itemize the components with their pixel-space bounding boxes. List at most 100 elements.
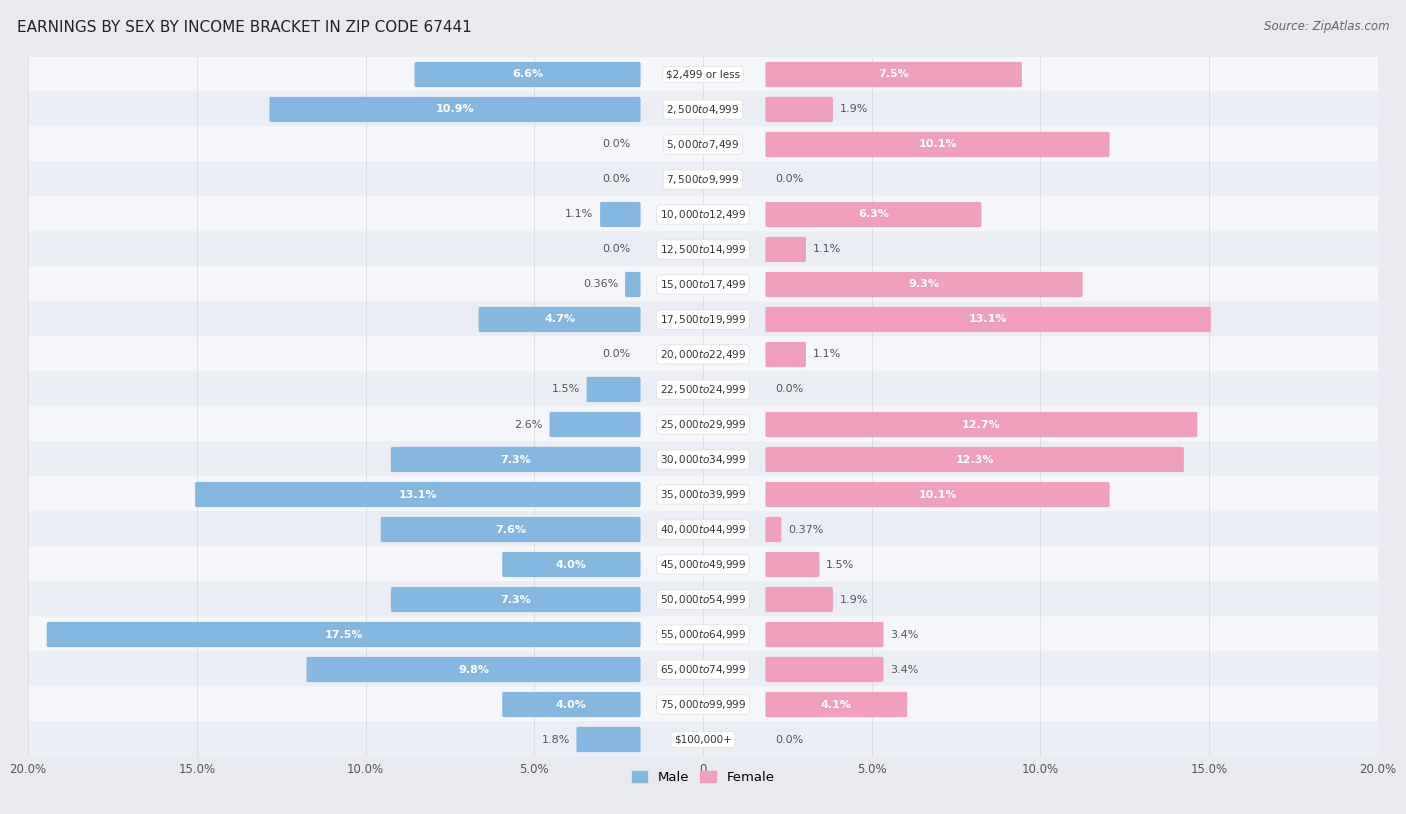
Text: 7.3%: 7.3% [501, 454, 531, 465]
Text: $2,500 to $4,999: $2,500 to $4,999 [666, 103, 740, 116]
Text: 7.6%: 7.6% [495, 524, 526, 535]
FancyBboxPatch shape [765, 552, 820, 577]
FancyBboxPatch shape [270, 97, 641, 122]
Text: $7,500 to $9,999: $7,500 to $9,999 [666, 173, 740, 186]
Text: 4.1%: 4.1% [821, 699, 852, 710]
Text: 7.5%: 7.5% [879, 69, 910, 80]
FancyBboxPatch shape [765, 272, 1083, 297]
FancyBboxPatch shape [765, 307, 1211, 332]
Text: $30,000 to $34,999: $30,000 to $34,999 [659, 453, 747, 466]
Text: 9.8%: 9.8% [458, 664, 489, 675]
Text: $65,000 to $74,999: $65,000 to $74,999 [659, 663, 747, 676]
Text: 12.3%: 12.3% [956, 454, 994, 465]
Text: 13.1%: 13.1% [969, 314, 1007, 325]
FancyBboxPatch shape [28, 301, 1378, 338]
Text: $45,000 to $49,999: $45,000 to $49,999 [659, 558, 747, 571]
FancyBboxPatch shape [391, 587, 641, 612]
Text: $20,000 to $22,499: $20,000 to $22,499 [659, 348, 747, 361]
Text: 0.0%: 0.0% [602, 174, 630, 185]
Text: EARNINGS BY SEX BY INCOME BRACKET IN ZIP CODE 67441: EARNINGS BY SEX BY INCOME BRACKET IN ZIP… [17, 20, 471, 35]
FancyBboxPatch shape [28, 196, 1378, 233]
FancyBboxPatch shape [28, 126, 1378, 163]
FancyBboxPatch shape [765, 342, 806, 367]
Text: $35,000 to $39,999: $35,000 to $39,999 [659, 488, 747, 501]
Text: 1.5%: 1.5% [827, 559, 855, 570]
FancyBboxPatch shape [502, 552, 641, 577]
FancyBboxPatch shape [765, 622, 883, 647]
Text: 0.0%: 0.0% [776, 734, 804, 745]
FancyBboxPatch shape [478, 307, 641, 332]
FancyBboxPatch shape [28, 371, 1378, 408]
Text: $12,500 to $14,999: $12,500 to $14,999 [659, 243, 747, 256]
Text: 0.0%: 0.0% [776, 384, 804, 395]
FancyBboxPatch shape [28, 511, 1378, 548]
Legend: Male, Female: Male, Female [626, 765, 780, 789]
FancyBboxPatch shape [765, 62, 1022, 87]
Text: 10.1%: 10.1% [918, 139, 956, 150]
Text: Source: ZipAtlas.com: Source: ZipAtlas.com [1264, 20, 1389, 33]
FancyBboxPatch shape [502, 692, 641, 717]
Text: 3.4%: 3.4% [890, 664, 918, 675]
Text: 12.7%: 12.7% [962, 419, 1001, 430]
Text: 13.1%: 13.1% [399, 489, 437, 500]
Text: 4.0%: 4.0% [555, 559, 586, 570]
Text: $50,000 to $54,999: $50,000 to $54,999 [659, 593, 747, 606]
FancyBboxPatch shape [28, 616, 1378, 653]
FancyBboxPatch shape [28, 581, 1378, 618]
FancyBboxPatch shape [626, 272, 641, 297]
Text: 10.9%: 10.9% [436, 104, 474, 115]
FancyBboxPatch shape [195, 482, 641, 507]
FancyBboxPatch shape [586, 377, 641, 402]
Text: $2,499 or less: $2,499 or less [666, 69, 740, 80]
FancyBboxPatch shape [28, 56, 1378, 93]
FancyBboxPatch shape [765, 447, 1184, 472]
Text: $5,000 to $7,499: $5,000 to $7,499 [666, 138, 740, 151]
FancyBboxPatch shape [28, 546, 1378, 583]
FancyBboxPatch shape [550, 412, 641, 437]
FancyBboxPatch shape [765, 482, 1109, 507]
Text: 1.1%: 1.1% [813, 244, 841, 255]
Text: 2.6%: 2.6% [515, 419, 543, 430]
Text: 9.3%: 9.3% [908, 279, 939, 290]
FancyBboxPatch shape [28, 336, 1378, 373]
FancyBboxPatch shape [28, 231, 1378, 268]
Text: 1.1%: 1.1% [813, 349, 841, 360]
FancyBboxPatch shape [415, 62, 641, 87]
Text: 0.0%: 0.0% [602, 139, 630, 150]
Text: $17,500 to $19,999: $17,500 to $19,999 [659, 313, 747, 326]
FancyBboxPatch shape [600, 202, 641, 227]
FancyBboxPatch shape [576, 727, 641, 752]
Text: $55,000 to $64,999: $55,000 to $64,999 [659, 628, 747, 641]
FancyBboxPatch shape [28, 161, 1378, 198]
FancyBboxPatch shape [28, 651, 1378, 688]
FancyBboxPatch shape [28, 721, 1378, 758]
Text: $25,000 to $29,999: $25,000 to $29,999 [659, 418, 747, 431]
Text: 0.36%: 0.36% [583, 279, 619, 290]
Text: 0.0%: 0.0% [776, 174, 804, 185]
Text: 6.6%: 6.6% [512, 69, 543, 80]
FancyBboxPatch shape [381, 517, 641, 542]
Text: 1.5%: 1.5% [551, 384, 579, 395]
Text: 1.9%: 1.9% [839, 594, 868, 605]
Text: 3.4%: 3.4% [890, 629, 918, 640]
Text: 1.9%: 1.9% [839, 104, 868, 115]
Text: 17.5%: 17.5% [325, 629, 363, 640]
Text: 4.0%: 4.0% [555, 699, 586, 710]
Text: $10,000 to $12,499: $10,000 to $12,499 [659, 208, 747, 221]
FancyBboxPatch shape [307, 657, 641, 682]
Text: 4.7%: 4.7% [544, 314, 575, 325]
FancyBboxPatch shape [765, 412, 1198, 437]
FancyBboxPatch shape [28, 91, 1378, 128]
Text: 10.1%: 10.1% [918, 489, 956, 500]
Text: $22,500 to $24,999: $22,500 to $24,999 [659, 383, 747, 396]
FancyBboxPatch shape [46, 622, 641, 647]
Text: 6.3%: 6.3% [858, 209, 889, 220]
Text: 0.0%: 0.0% [602, 349, 630, 360]
FancyBboxPatch shape [765, 692, 907, 717]
FancyBboxPatch shape [765, 587, 832, 612]
Text: $100,000+: $100,000+ [673, 734, 733, 745]
FancyBboxPatch shape [28, 476, 1378, 513]
Text: $15,000 to $17,499: $15,000 to $17,499 [659, 278, 747, 291]
Text: 0.37%: 0.37% [787, 524, 824, 535]
FancyBboxPatch shape [765, 237, 806, 262]
